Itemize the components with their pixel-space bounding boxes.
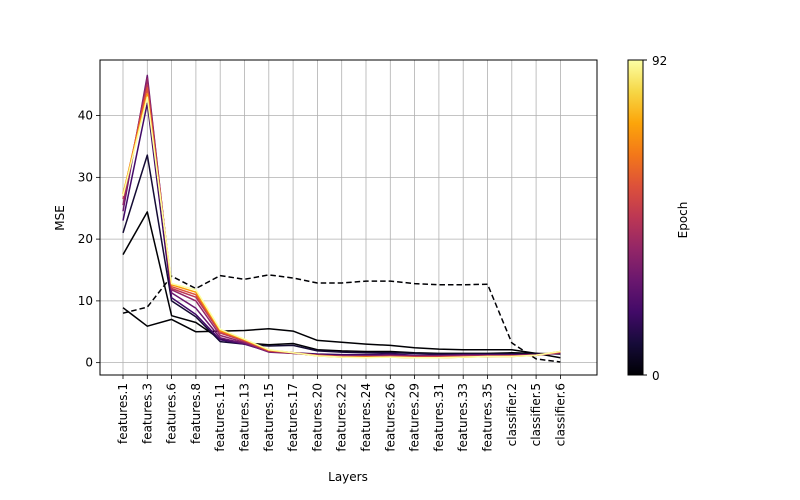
y-axis: 0 10 20 30 40: [78, 109, 100, 370]
colorbar-tick-label-max: 92: [652, 54, 667, 68]
x-tick-label: features.6: [165, 383, 179, 444]
x-axis-title: Layers: [328, 470, 368, 484]
y-tick-label: 10: [78, 294, 93, 308]
x-tick-label: features.17: [286, 383, 300, 452]
x-tick-label: features.11: [213, 383, 227, 452]
plot-frame: [99, 59, 598, 376]
x-tick-label: features.8: [189, 383, 203, 444]
x-tick-label: features.35: [481, 383, 495, 452]
x-tick-label: features.33: [456, 383, 470, 452]
x-tick-label: features.3: [140, 383, 154, 444]
y-tick-label: 0: [85, 356, 93, 370]
x-tick-label: classifier.2: [505, 383, 519, 446]
colorbar-gradient: [627, 59, 644, 376]
x-tick-label: features.15: [262, 383, 276, 452]
x-axis: features.1 features.3 features.6 features.8…: [116, 375, 567, 452]
series-line-epoch-0: [122, 274, 561, 363]
x-tick-label: features.29: [408, 383, 422, 452]
y-tick-label: 20: [78, 232, 93, 246]
x-tick-label: features.26: [383, 383, 397, 452]
x-tick-label: features.20: [310, 383, 324, 452]
colorbar-label: Epoch: [676, 202, 690, 239]
x-tick-label: features.31: [432, 383, 446, 452]
x-tick-label: classifier.6: [553, 383, 567, 446]
x-tick-label: features.13: [238, 383, 252, 452]
y-tick-label: 40: [78, 109, 93, 123]
x-tick-label: features.1: [116, 383, 130, 444]
colorbar: 92 0 Epoch: [627, 54, 690, 383]
series-line-epoch-1: [122, 307, 561, 359]
colorbar-tick-label-min: 0: [652, 369, 660, 383]
series-layer: [122, 74, 561, 363]
series-line-epoch-92: [122, 96, 561, 359]
x-tick-label: features.24: [359, 383, 373, 452]
x-tick-label: features.22: [335, 383, 349, 452]
y-tick-label: 30: [78, 170, 93, 184]
grid: [100, 60, 597, 375]
y-axis-title: MSE: [53, 205, 67, 231]
x-tick-label: classifier.5: [529, 383, 543, 446]
